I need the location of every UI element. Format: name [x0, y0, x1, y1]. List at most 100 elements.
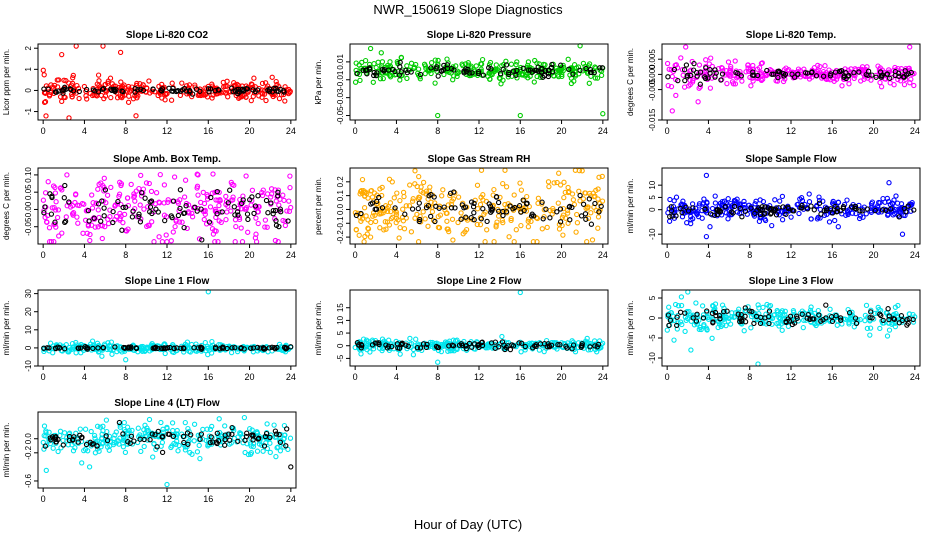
- data-point: [62, 218, 69, 224]
- data-point: [579, 168, 585, 174]
- data-point: [832, 217, 838, 224]
- data-point: [440, 187, 446, 193]
- data-point: [268, 200, 274, 206]
- data-point: [709, 335, 715, 341]
- data-point: [580, 60, 587, 67]
- data-point: [514, 59, 520, 65]
- data-point: [194, 208, 200, 214]
- data-point: [702, 206, 708, 212]
- data-point: [665, 74, 671, 80]
- data-point: [487, 76, 493, 82]
- x-tick-label: 16: [515, 372, 525, 382]
- data-point: [415, 239, 422, 245]
- y-tick-label: 20: [24, 307, 33, 316]
- data-point: [379, 184, 385, 191]
- data-point: [428, 199, 434, 205]
- data-point: [125, 226, 131, 232]
- data-point: [732, 81, 739, 87]
- data-point: [882, 199, 888, 205]
- data-point: [376, 211, 383, 217]
- data-point: [872, 207, 878, 214]
- data-point: [249, 194, 255, 200]
- x-tick-label: 8: [747, 250, 752, 260]
- data-point: [234, 209, 241, 215]
- data-point: [695, 99, 701, 105]
- x-tick-label: 24: [598, 126, 608, 136]
- data-point: [877, 79, 883, 86]
- data-point: [207, 86, 214, 92]
- y-tick-label: 0.000: [648, 64, 657, 85]
- y-tick-label: -0.03: [336, 88, 345, 107]
- data-point: [682, 77, 688, 84]
- data-point: [252, 203, 259, 209]
- data-point: [206, 219, 213, 225]
- data-point: [528, 218, 534, 225]
- data-point: [479, 56, 486, 63]
- x-tick-label: 12: [786, 250, 796, 260]
- data-point: [723, 210, 729, 216]
- y-tick-label: -0.015: [648, 108, 657, 131]
- data-point: [518, 349, 524, 355]
- data-point: [270, 207, 276, 214]
- data-point: [98, 218, 104, 224]
- data-point: [122, 449, 129, 456]
- data-point: [69, 211, 76, 217]
- data-point: [265, 210, 271, 216]
- data-point: [536, 61, 542, 67]
- data-point: [161, 182, 168, 188]
- data-point: [488, 71, 494, 77]
- y-tick-label: 10: [648, 180, 657, 189]
- data-point: [755, 361, 761, 367]
- data-point: [718, 77, 724, 83]
- data-point: [592, 75, 598, 81]
- data-point: [779, 209, 786, 215]
- data-point: [59, 230, 65, 236]
- data-point: [499, 333, 505, 340]
- data-point: [813, 73, 820, 79]
- data-point: [244, 211, 251, 217]
- data-point: [49, 193, 55, 199]
- data-point: [170, 229, 176, 235]
- data-point: [735, 73, 741, 80]
- data-point: [857, 208, 863, 214]
- data-point: [194, 171, 200, 177]
- data-point: [46, 225, 53, 231]
- data-point: [243, 173, 249, 179]
- data-point: [119, 83, 126, 89]
- panel-ylabel: ml/min per min.: [2, 423, 11, 478]
- data-point: [685, 208, 692, 214]
- data-point: [262, 224, 268, 230]
- x-tick-label: 12: [474, 250, 484, 260]
- data-point: [471, 210, 477, 216]
- data-point: [451, 73, 457, 79]
- data-point: [580, 201, 587, 207]
- data-point: [45, 86, 51, 92]
- data-point: [665, 82, 671, 89]
- data-point: [443, 210, 449, 216]
- data-point: [217, 209, 223, 215]
- panel-title: Slope Line 1 Flow: [125, 276, 210, 287]
- data-point: [99, 198, 105, 204]
- data-point: [426, 193, 432, 199]
- data-point: [171, 174, 178, 180]
- data-point: [566, 66, 572, 72]
- data-point: [844, 197, 850, 203]
- data-point: [445, 226, 451, 232]
- data-point: [905, 203, 911, 209]
- data-point: [41, 210, 47, 216]
- data-point: [177, 205, 183, 212]
- data-point: [130, 96, 137, 102]
- data-point: [223, 193, 229, 200]
- data-point: [121, 211, 128, 218]
- x-tick-label: 16: [827, 372, 837, 382]
- data-point: [708, 55, 714, 61]
- data-point: [393, 211, 400, 218]
- data-point: [196, 442, 202, 449]
- y-tick-label: -0.6: [24, 474, 33, 488]
- data-point: [486, 201, 492, 207]
- data-point: [772, 206, 779, 212]
- data-point: [480, 72, 487, 78]
- data-point: [157, 171, 163, 178]
- data-point: [408, 69, 414, 75]
